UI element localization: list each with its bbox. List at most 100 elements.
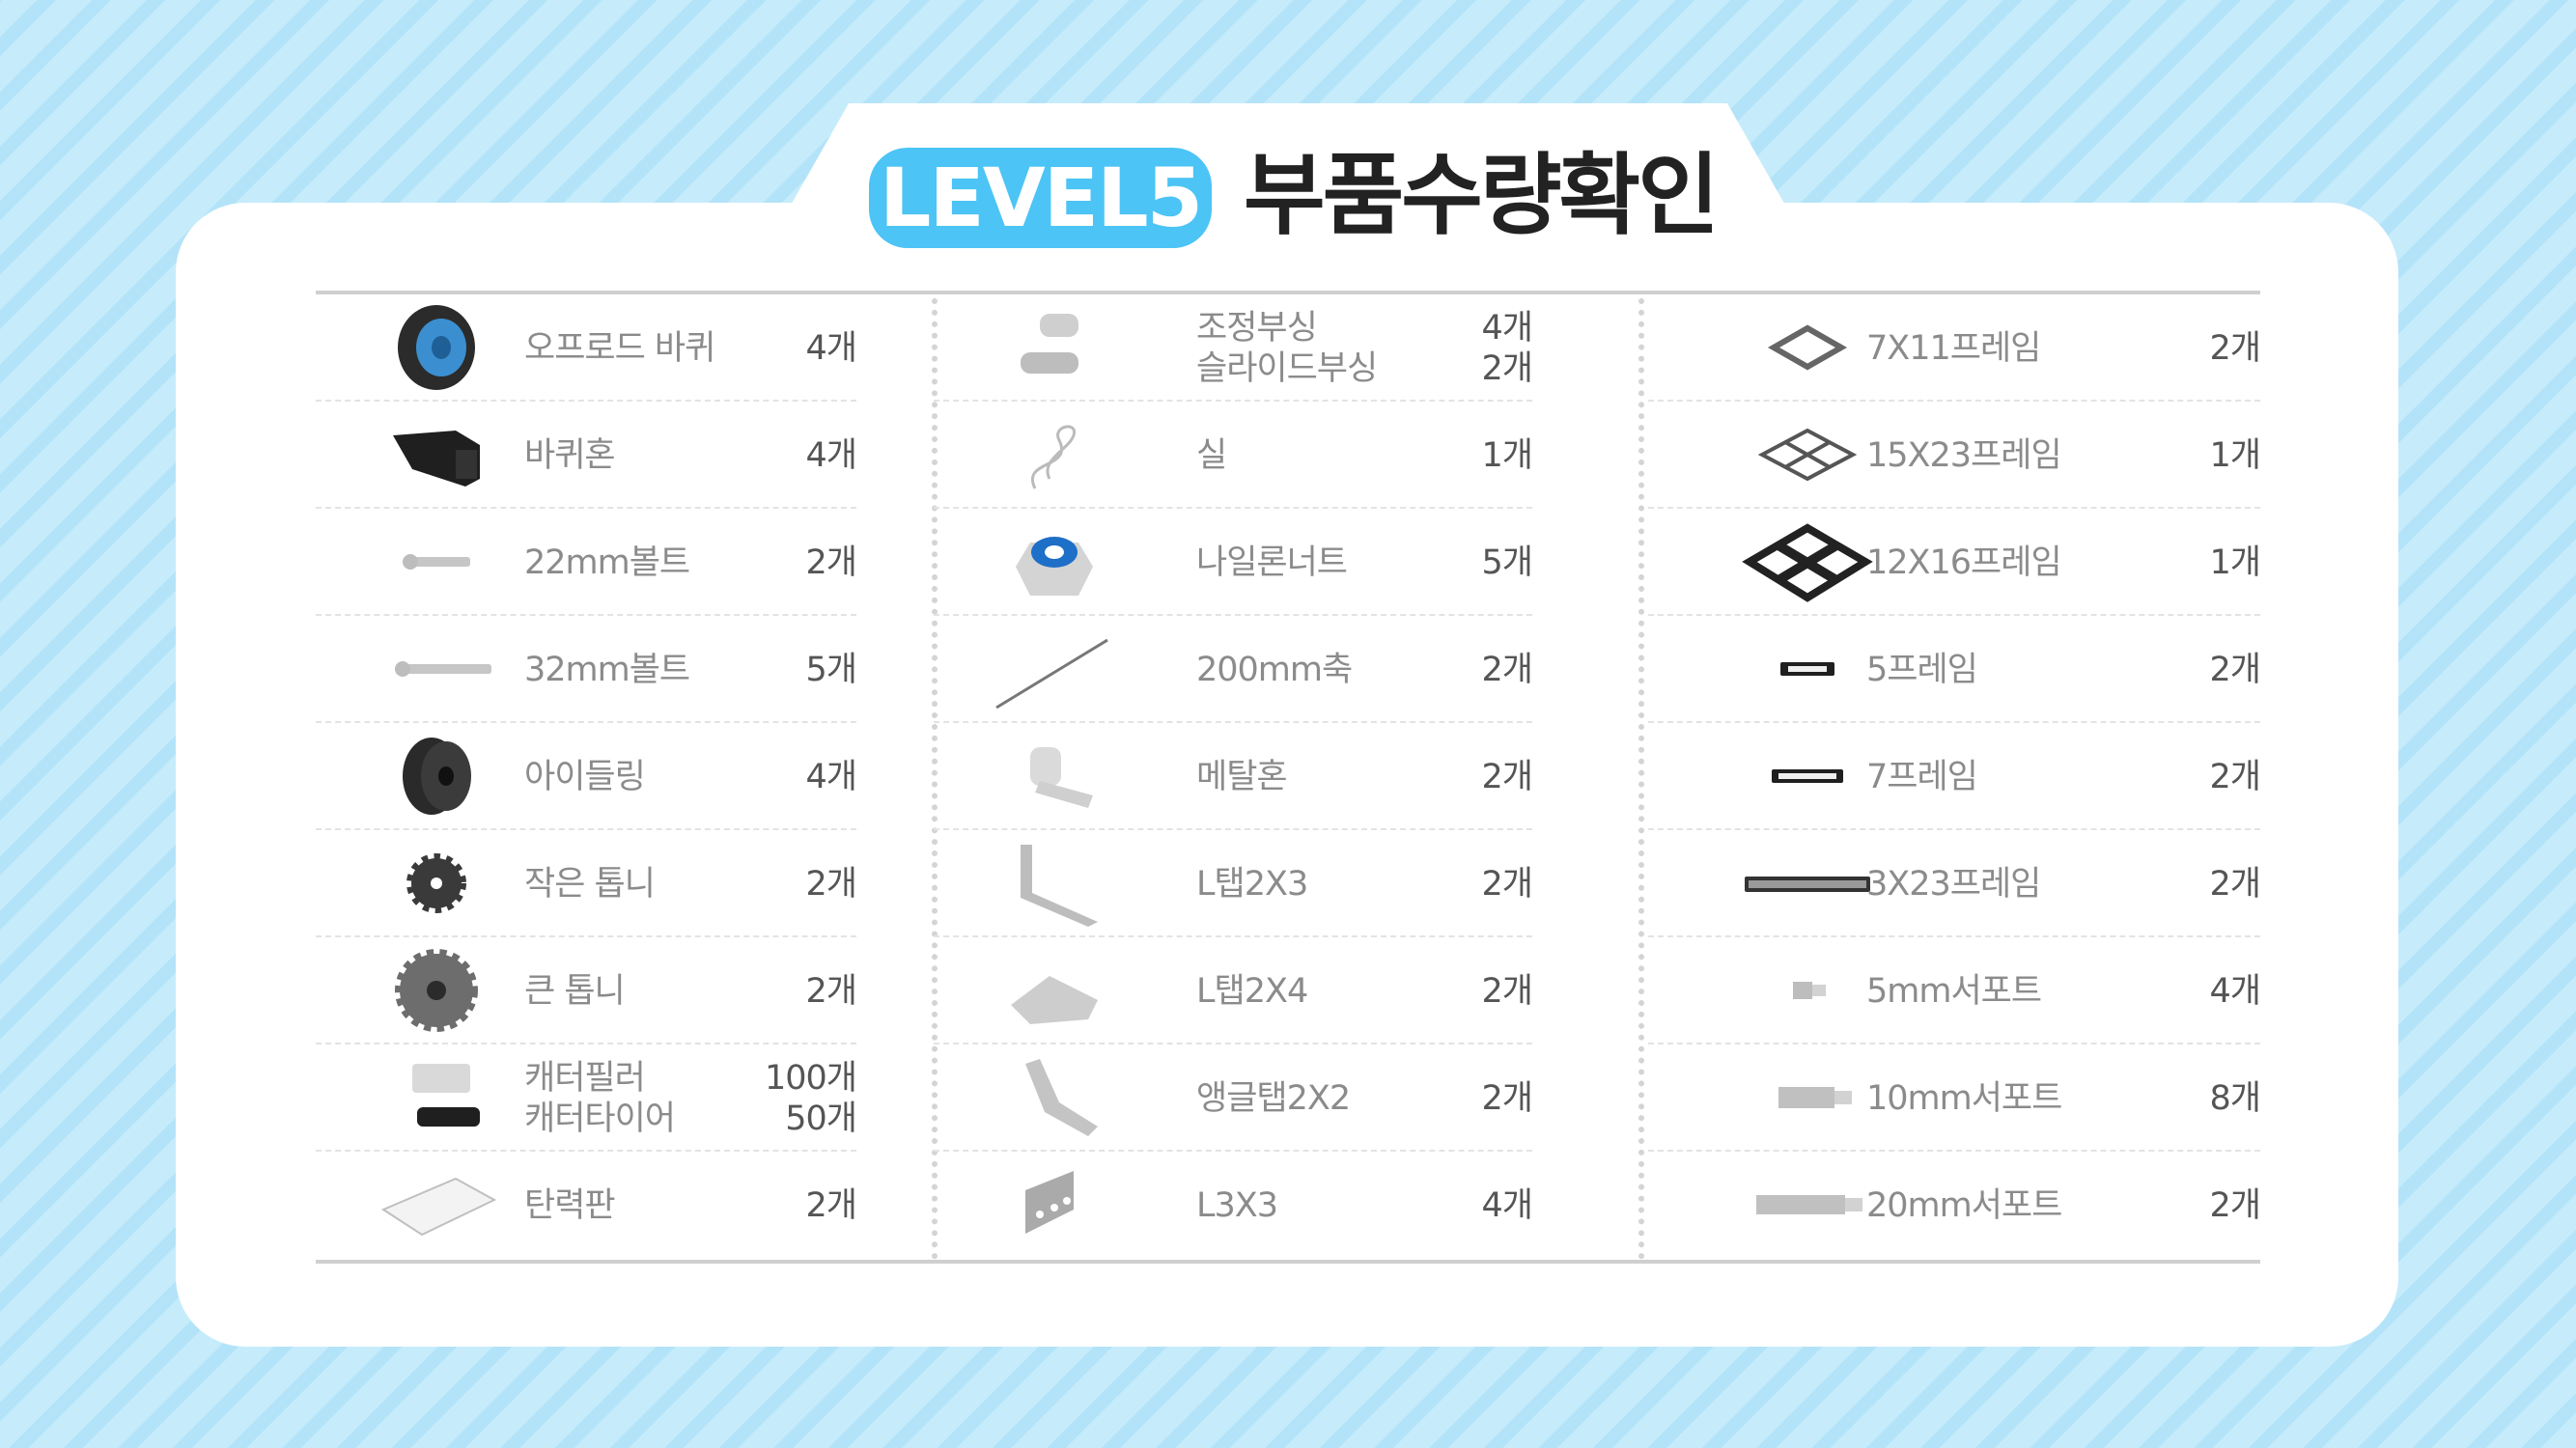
- part-name-line: 32mm볼트: [524, 650, 690, 689]
- part-quantity: 2개: [1387, 830, 1533, 937]
- part-quantity-line: 2개: [805, 1185, 857, 1225]
- part-row: 작은 톱니 2개: [316, 830, 857, 937]
- part-quantity: 2개: [712, 937, 857, 1044]
- part-quantity-line: 4개: [1481, 1185, 1533, 1225]
- part-quantity: 1개: [2115, 509, 2261, 616]
- part-name: 아이들링: [524, 723, 646, 830]
- part-name: 메탈혼: [1196, 723, 1288, 830]
- part-name-line: 실: [1196, 435, 1227, 475]
- part-row: 32mm볼트 5개: [316, 616, 857, 723]
- elastic-plate-icon: [364, 1161, 509, 1248]
- part-name: 7프레임: [1866, 723, 1978, 830]
- part-name-line: 나일론너트: [1196, 543, 1348, 582]
- part-row: 7프레임 2개: [1648, 723, 2261, 830]
- part-quantity-line: 2개: [1481, 348, 1533, 388]
- part-name-line: 5프레임: [1866, 650, 1978, 689]
- part-quantity-line: 4개: [2209, 971, 2261, 1011]
- part-quantity: 2개: [2115, 294, 2261, 402]
- part-name-line: 앵글탭2X2: [1196, 1078, 1351, 1118]
- part-quantity: 4개: [712, 402, 857, 509]
- parts-table: 오프로드 바퀴 4개 바퀴혼 4개 22mm볼트 2개 32mm볼트 5개 아이들링 4개 작은 톱…: [316, 291, 2261, 1264]
- part-quantity: 2개: [712, 1152, 857, 1259]
- part-row: 캐터필러 캐터타이어 100개 50개: [316, 1044, 857, 1152]
- part-quantity-line: 2개: [2209, 864, 2261, 904]
- part-quantity-line: 2개: [1481, 864, 1533, 904]
- parts-card: [176, 203, 2398, 1347]
- part-name: 32mm볼트: [524, 616, 690, 723]
- parts-column-3: 7X11프레임 2개 15X23프레임 1개 12X16프레임 1개 5프레임 2개 7프레임 2…: [1648, 294, 2261, 1260]
- part-name: 탄력판: [524, 1152, 616, 1259]
- part-row: 메탈혼 2개: [934, 723, 1533, 830]
- part-quantity-line: 100개: [764, 1058, 857, 1098]
- long-bolt-icon: [364, 626, 509, 712]
- part-row: 12X16프레임 1개: [1648, 509, 2261, 616]
- frame-7x11-icon: [1735, 304, 1880, 391]
- part-quantity: 2개: [1387, 937, 1533, 1044]
- part-name: 캐터필러 캐터타이어: [524, 1044, 676, 1152]
- part-name: L탭2X3: [1196, 830, 1308, 937]
- part-name: 바퀴혼: [524, 402, 616, 509]
- part-row: 아이들링 4개: [316, 723, 857, 830]
- wheel-icon: [364, 304, 509, 391]
- frame-5-icon: [1735, 626, 1880, 712]
- part-quantity-line: 2개: [805, 971, 857, 1011]
- part-quantity-line: 50개: [785, 1099, 857, 1138]
- part-quantity-line: 4개: [805, 328, 857, 368]
- part-row: 바퀴혼 4개: [316, 402, 857, 509]
- idler-icon: [364, 733, 509, 820]
- part-row: 큰 톱니 2개: [316, 937, 857, 1044]
- part-name: 12X16프레임: [1866, 509, 2062, 616]
- part-quantity: 2개: [712, 830, 857, 937]
- support-20mm-icon: [1735, 1161, 1880, 1248]
- support-10mm-icon: [1735, 1054, 1880, 1141]
- frame-7-icon: [1735, 733, 1880, 820]
- part-name: 10mm서포트: [1866, 1044, 2062, 1152]
- part-row: 200mm축 2개: [934, 616, 1533, 723]
- part-row: L탭2X3 2개: [934, 830, 1533, 937]
- part-name: 앵글탭2X2: [1196, 1044, 1351, 1152]
- part-quantity-line: 2개: [2209, 757, 2261, 796]
- thread-icon: [982, 411, 1127, 498]
- part-quantity-line: 5개: [805, 650, 857, 689]
- part-quantity-line: 2개: [2209, 1185, 2261, 1225]
- part-name-line: 작은 톱니: [524, 864, 656, 904]
- part-quantity: 1개: [2115, 402, 2261, 509]
- parts-column-1: 오프로드 바퀴 4개 바퀴혼 4개 22mm볼트 2개 32mm볼트 5개 아이들링 4개 작은 톱…: [316, 294, 857, 1260]
- part-row: 오프로드 바퀴 4개: [316, 294, 857, 402]
- part-name: 실: [1196, 402, 1227, 509]
- part-name-line: L탭2X4: [1196, 971, 1308, 1011]
- part-row: 5프레임 2개: [1648, 616, 2261, 723]
- part-name: 나일론너트: [1196, 509, 1348, 616]
- part-name: 20mm서포트: [1866, 1152, 2062, 1259]
- part-name-line: 캐터필러: [524, 1058, 646, 1098]
- l3x3-icon: [982, 1161, 1127, 1248]
- part-quantity-line: 4개: [805, 435, 857, 475]
- part-quantity: 4개: [712, 723, 857, 830]
- large-gear-icon: [364, 947, 509, 1034]
- part-name-line: 오프로드 바퀴: [524, 328, 715, 368]
- table-top-rule: [316, 291, 2260, 294]
- part-quantity-line: 2개: [2209, 650, 2261, 689]
- part-row: 3X23프레임 2개: [1648, 830, 2261, 937]
- shaft-icon: [982, 626, 1127, 712]
- part-name-line: 조정부싱: [1196, 308, 1318, 348]
- part-name: 작은 톱니: [524, 830, 656, 937]
- part-row: 10mm서포트 8개: [1648, 1044, 2261, 1152]
- part-name-line: L3X3: [1196, 1185, 1278, 1225]
- part-quantity: 2개: [1387, 616, 1533, 723]
- wheel-horn-icon: [364, 411, 509, 498]
- l-tab-2x3-icon: [982, 840, 1127, 927]
- part-name-line: 큰 톱니: [524, 971, 626, 1011]
- part-quantity: 2개: [2115, 616, 2261, 723]
- part-quantity-line: 1개: [2209, 543, 2261, 582]
- column-divider: [932, 298, 938, 1260]
- part-name-line: 22mm볼트: [524, 543, 690, 582]
- part-quantity: 5개: [712, 616, 857, 723]
- part-row: L3X3 4개: [934, 1152, 1533, 1259]
- part-name-line: 아이들링: [524, 757, 646, 796]
- part-quantity-line: 1개: [2209, 435, 2261, 475]
- small-gear-icon: [364, 840, 509, 927]
- part-name-line: 15X23프레임: [1866, 435, 2062, 475]
- part-name-line: 12X16프레임: [1866, 543, 2062, 582]
- part-quantity: 5개: [1387, 509, 1533, 616]
